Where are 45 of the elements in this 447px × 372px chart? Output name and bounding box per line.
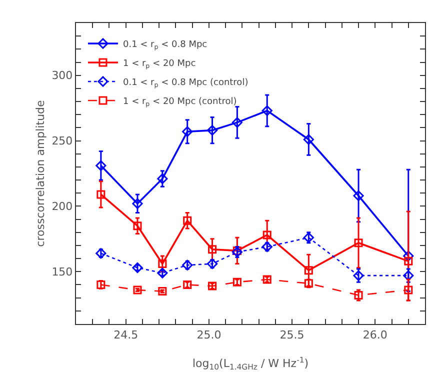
point: [353, 270, 364, 281]
point: [404, 286, 413, 294]
point: [96, 190, 106, 199]
point: [96, 160, 106, 171]
point: [262, 230, 272, 240]
point: [403, 250, 414, 262]
point: [354, 238, 363, 248]
point: [132, 262, 143, 274]
point: [232, 246, 242, 258]
x-axis-title: log$_{10}$(L$_{1.4GHz}$ / W Hz$^{-1}$): [192, 356, 309, 372]
x-tick-label: 24.5: [114, 328, 138, 342]
point: [262, 105, 272, 116]
x-tick-label: 26.0: [362, 328, 388, 342]
point: [404, 256, 413, 266]
legend-label: 0.1 < r$_{p}$ < 0.8 Mpc: [122, 40, 208, 51]
y-tick-label: 200: [52, 200, 73, 214]
point: [157, 268, 168, 278]
point: [403, 270, 414, 281]
point: [132, 198, 143, 209]
point: [158, 260, 167, 268]
point: [304, 266, 313, 275]
point: [96, 248, 106, 259]
y-tick-label: 150: [52, 266, 73, 278]
point: [182, 126, 193, 137]
x-tick-label: 25.0: [196, 328, 222, 342]
point: [206, 125, 218, 136]
legend-label: 1 < r$_{p}$ < 20 Mpc (control): [122, 97, 237, 108]
point: [303, 232, 314, 243]
point: [158, 287, 167, 296]
y-tick-label: 250: [52, 134, 73, 148]
legend-label: 1 < r$_{p}$ < 20 Mpc: [122, 59, 196, 70]
y-tick-label: 300: [52, 69, 73, 82]
point: [262, 241, 272, 252]
point: [232, 117, 242, 128]
legend-label: 0.1 < r$_{p}$ < 0.8 Mpc (control): [122, 78, 248, 89]
y-axis-title: crosscorrelation amplitude: [34, 100, 47, 247]
point: [182, 260, 193, 270]
point: [353, 190, 364, 202]
point: [206, 258, 218, 270]
point: [303, 134, 314, 145]
point: [157, 173, 168, 184]
point: [133, 222, 142, 230]
point: [208, 245, 217, 254]
point: [183, 216, 192, 225]
x-tick-label: 25.5: [280, 328, 304, 342]
